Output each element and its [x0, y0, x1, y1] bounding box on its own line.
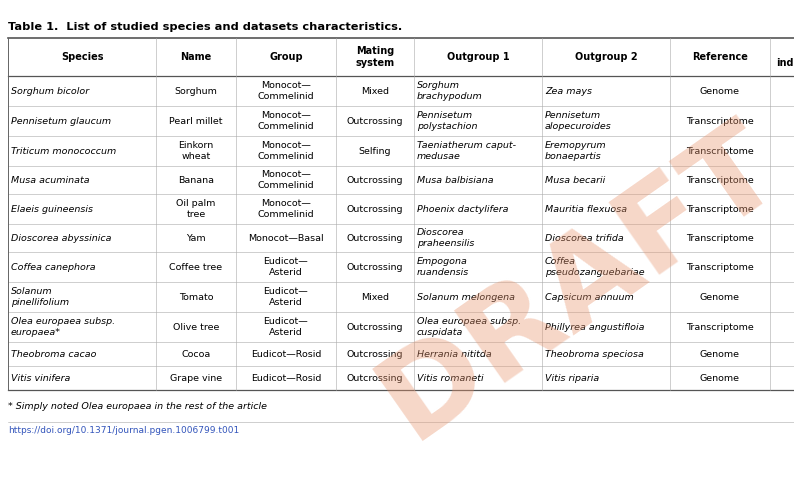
- Text: Sorghum
brachypodum: Sorghum brachypodum: [417, 81, 483, 101]
- Text: Eudicot—Rosid: Eudicot—Rosid: [251, 374, 322, 382]
- Text: Genome: Genome: [700, 87, 740, 96]
- Text: Selfing: Selfing: [359, 146, 391, 156]
- Text: Tomato: Tomato: [179, 293, 214, 301]
- Text: Pennisetum
polystachion: Pennisetum polystachion: [417, 111, 477, 131]
- Text: Herrania nititda: Herrania nititda: [417, 349, 491, 359]
- Text: Outcrossing: Outcrossing: [347, 175, 403, 185]
- Text: Table 1.  List of studied species and datasets characteristics.: Table 1. List of studied species and dat…: [8, 22, 403, 32]
- Text: Species: Species: [61, 52, 103, 62]
- Text: Outcrossing: Outcrossing: [347, 262, 403, 272]
- Text: Mating
system: Mating system: [356, 46, 395, 68]
- Text: Reference: Reference: [692, 52, 748, 62]
- Text: Outcrossing: Outcrossing: [347, 233, 403, 243]
- Text: # of
individuals: # of individuals: [776, 46, 794, 68]
- Text: Olea europaea subsp.
europaea*: Olea europaea subsp. europaea*: [11, 317, 115, 337]
- Text: Eremopyrum
bonaepartis: Eremopyrum bonaepartis: [545, 141, 607, 161]
- Text: Monocot—
Commelinid: Monocot— Commelinid: [258, 111, 314, 131]
- Text: Taeniatherum caput-
medusae: Taeniatherum caput- medusae: [417, 141, 516, 161]
- Text: Monocot—
Commelinid: Monocot— Commelinid: [258, 170, 314, 190]
- Text: Monocot—Basal: Monocot—Basal: [249, 233, 324, 243]
- Text: Oil palm
tree: Oil palm tree: [176, 199, 216, 219]
- Text: DRAFT: DRAFT: [359, 103, 794, 461]
- Text: Zea mays: Zea mays: [545, 87, 592, 96]
- Text: Transcriptome: Transcriptome: [686, 262, 754, 272]
- Text: Dioscorea abyssinica: Dioscorea abyssinica: [11, 233, 111, 243]
- Text: Solanum
pinellifolium: Solanum pinellifolium: [11, 287, 69, 307]
- Text: Pennisetum
alopecuroides: Pennisetum alopecuroides: [545, 111, 611, 131]
- Text: Dioscorea trifida: Dioscorea trifida: [545, 233, 624, 243]
- Text: Coffea
pseudozanguebariae: Coffea pseudozanguebariae: [545, 257, 645, 277]
- Text: Group: Group: [269, 52, 303, 62]
- Text: Transcriptome: Transcriptome: [686, 323, 754, 331]
- Text: Yam: Yam: [186, 233, 206, 243]
- Text: * Simply noted Olea europaea in the rest of the article: * Simply noted Olea europaea in the rest…: [8, 402, 267, 411]
- Text: Genome: Genome: [700, 374, 740, 382]
- Text: Outgroup 2: Outgroup 2: [575, 52, 638, 62]
- Text: Transcriptome: Transcriptome: [686, 117, 754, 125]
- Text: Olive tree: Olive tree: [173, 323, 219, 331]
- Text: Musa acuminata: Musa acuminata: [11, 175, 90, 185]
- Text: Name: Name: [180, 52, 212, 62]
- Text: Eudicot—
Asterid: Eudicot— Asterid: [264, 287, 308, 307]
- Text: Solanum melongena: Solanum melongena: [417, 293, 515, 301]
- Text: Genome: Genome: [700, 293, 740, 301]
- Text: Phoenix dactylifera: Phoenix dactylifera: [417, 205, 508, 213]
- Text: Capsicum annuum: Capsicum annuum: [545, 293, 634, 301]
- Text: Transcriptome: Transcriptome: [686, 233, 754, 243]
- Text: Eudicot—
Asterid: Eudicot— Asterid: [264, 317, 308, 337]
- Text: Phillyrea angustifloia: Phillyrea angustifloia: [545, 323, 645, 331]
- Text: Transcriptome: Transcriptome: [686, 175, 754, 185]
- Text: Olea europaea subsp.
cuspidata: Olea europaea subsp. cuspidata: [417, 317, 521, 337]
- Text: Theobroma speciosa: Theobroma speciosa: [545, 349, 644, 359]
- Text: Dioscorea
praheensilis: Dioscorea praheensilis: [417, 228, 474, 248]
- Text: Outcrossing: Outcrossing: [347, 117, 403, 125]
- Text: Vitis vinifera: Vitis vinifera: [11, 374, 71, 382]
- Text: Musa balbisiana: Musa balbisiana: [417, 175, 494, 185]
- Text: Elaeis guineensis: Elaeis guineensis: [11, 205, 93, 213]
- Text: Genome: Genome: [700, 349, 740, 359]
- Text: Mauritia flexuosa: Mauritia flexuosa: [545, 205, 627, 213]
- Text: Sorghum bicolor: Sorghum bicolor: [11, 87, 89, 96]
- Text: Coffea canephora: Coffea canephora: [11, 262, 95, 272]
- Text: Vitis romaneti: Vitis romaneti: [417, 374, 484, 382]
- Text: Monocot—
Commelinid: Monocot— Commelinid: [258, 141, 314, 161]
- Text: Monocot—
Commelinid: Monocot— Commelinid: [258, 199, 314, 219]
- Text: Empogona
ruandensis: Empogona ruandensis: [417, 257, 469, 277]
- Text: https://doi.org/10.1371/journal.pgen.1006799.t001: https://doi.org/10.1371/journal.pgen.100…: [8, 426, 239, 435]
- Text: Transcriptome: Transcriptome: [686, 146, 754, 156]
- Text: Sorghum: Sorghum: [175, 87, 218, 96]
- Text: Outcrossing: Outcrossing: [347, 323, 403, 331]
- Text: Monocot—
Commelinid: Monocot— Commelinid: [258, 81, 314, 101]
- Text: Pearl millet: Pearl millet: [169, 117, 223, 125]
- Text: Mixed: Mixed: [361, 293, 389, 301]
- Text: Cocoa: Cocoa: [181, 349, 210, 359]
- Text: Mixed: Mixed: [361, 87, 389, 96]
- Text: Banana: Banana: [178, 175, 214, 185]
- Text: Grape vine: Grape vine: [170, 374, 222, 382]
- Text: Triticum monococcum: Triticum monococcum: [11, 146, 116, 156]
- Text: Outcrossing: Outcrossing: [347, 205, 403, 213]
- Text: Outgroup 1: Outgroup 1: [447, 52, 509, 62]
- Text: Pennisetum glaucum: Pennisetum glaucum: [11, 117, 111, 125]
- Text: Einkorn
wheat: Einkorn wheat: [179, 141, 214, 161]
- Text: Musa becarii: Musa becarii: [545, 175, 605, 185]
- Text: Theobroma cacao: Theobroma cacao: [11, 349, 97, 359]
- Text: Outcrossing: Outcrossing: [347, 349, 403, 359]
- Text: Eudicot—Rosid: Eudicot—Rosid: [251, 349, 322, 359]
- Text: Transcriptome: Transcriptome: [686, 205, 754, 213]
- Text: Coffee tree: Coffee tree: [169, 262, 222, 272]
- Text: Eudicot—
Asterid: Eudicot— Asterid: [264, 257, 308, 277]
- Text: Vitis riparia: Vitis riparia: [545, 374, 599, 382]
- Text: Outcrossing: Outcrossing: [347, 374, 403, 382]
